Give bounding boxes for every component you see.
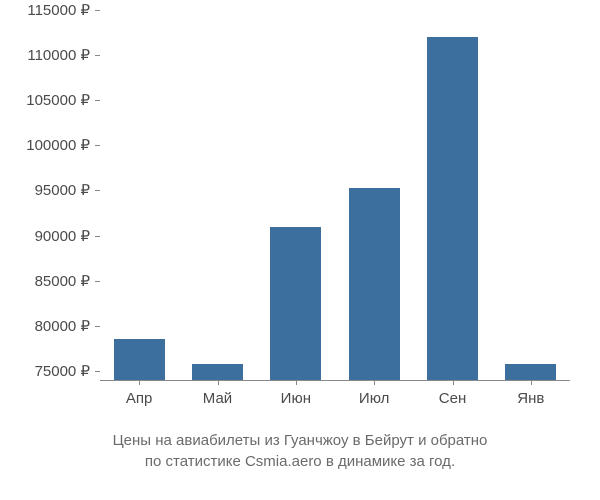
- x-tick: [218, 380, 219, 385]
- y-axis-labels: 75000 ₽ 80000 ₽ 85000 ₽ 90000 ₽ 95000 ₽ 10000…: [0, 10, 95, 380]
- y-tick: [95, 236, 100, 237]
- plot-area: [100, 10, 570, 380]
- bar: [427, 37, 478, 380]
- y-tick: [95, 281, 100, 282]
- y-tick-label: 85000 ₽: [35, 272, 90, 290]
- y-tick: [95, 190, 100, 191]
- y-tick: [95, 326, 100, 327]
- y-tick-label: 100000 ₽: [26, 136, 90, 154]
- bar: [349, 188, 400, 380]
- x-tick-label: Апр: [126, 390, 152, 407]
- caption-line-1: Цены на авиабилеты из Гуанчжоу в Бейрут …: [113, 432, 488, 449]
- y-tick: [95, 100, 100, 101]
- chart-caption: Цены на авиабилеты из Гуанчжоу в Бейрут …: [30, 430, 570, 472]
- y-tick-label: 110000 ₽: [27, 46, 90, 64]
- x-tick: [296, 380, 297, 385]
- bar: [270, 227, 321, 380]
- x-tick-label: Сен: [439, 390, 466, 407]
- y-tick-label: 90000 ₽: [35, 227, 90, 245]
- x-tick: [453, 380, 454, 385]
- y-tick-label: 115000 ₽: [27, 1, 90, 19]
- y-tick: [95, 145, 100, 146]
- y-tick: [95, 55, 100, 56]
- bar: [505, 364, 556, 380]
- x-tick: [531, 380, 532, 385]
- bar: [114, 339, 165, 380]
- bar: [192, 364, 243, 380]
- chart-container: 75000 ₽ 80000 ₽ 85000 ₽ 90000 ₽ 95000 ₽ 10000…: [0, 0, 600, 500]
- x-axis-labels: Апр Май Июн Июл Сен Янв: [100, 390, 570, 415]
- y-tick-label: 75000 ₽: [35, 362, 90, 380]
- y-tick-label: 80000 ₽: [35, 317, 90, 335]
- x-tick-label: Май: [203, 390, 232, 407]
- x-tick: [139, 380, 140, 385]
- x-tick-label: Янв: [517, 390, 544, 407]
- caption-line-2: по статистике Csmia.aero в динамике за г…: [145, 453, 455, 470]
- y-tick-label: 95000 ₽: [35, 181, 90, 199]
- x-tick-label: Июн: [281, 390, 311, 407]
- y-tick: [95, 371, 100, 372]
- x-tick: [374, 380, 375, 385]
- y-tick: [95, 10, 100, 11]
- x-axis-line: [100, 380, 570, 381]
- y-tick-label: 105000 ₽: [26, 91, 90, 109]
- x-tick-label: Июл: [359, 390, 389, 407]
